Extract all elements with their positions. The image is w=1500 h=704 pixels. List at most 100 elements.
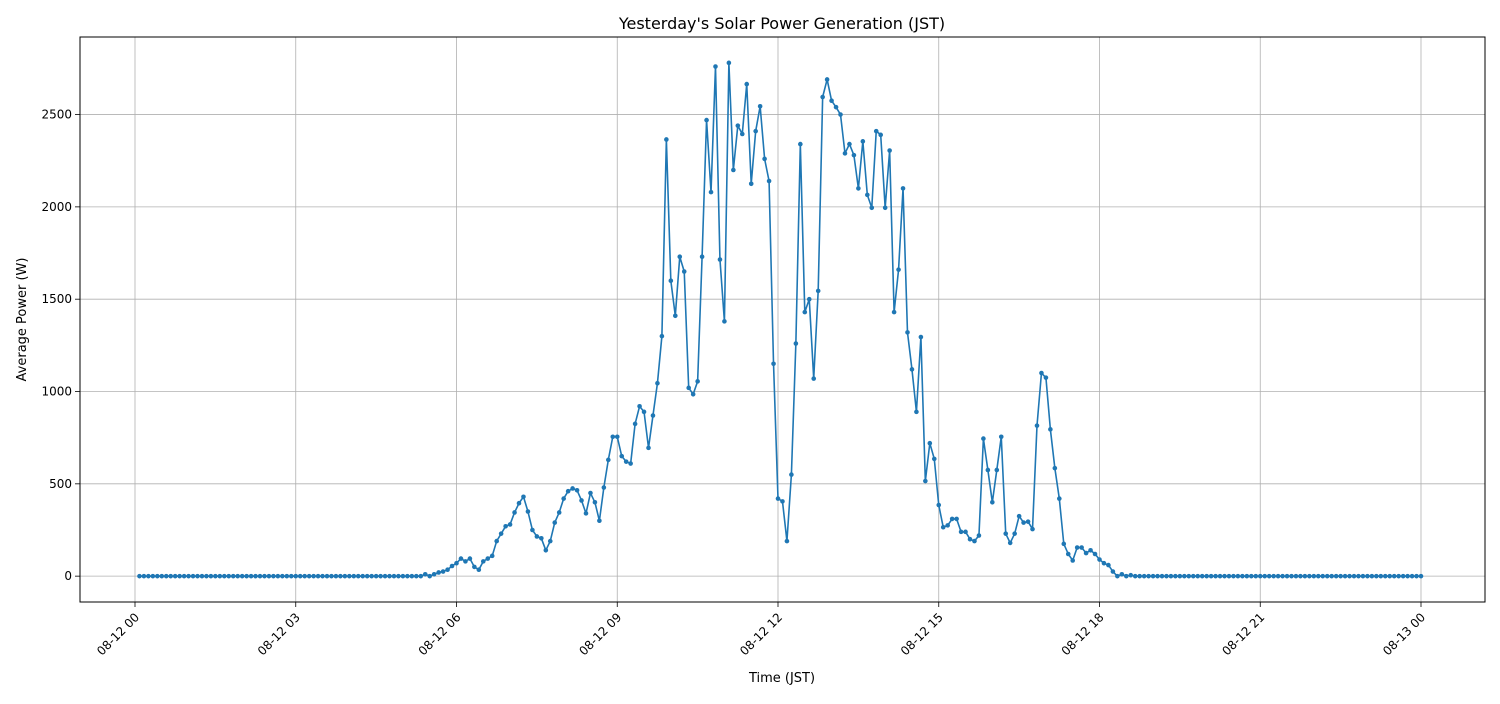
- data-point: [574, 487, 580, 493]
- data-point: [302, 573, 307, 579]
- data-point: [1007, 540, 1013, 546]
- y-axis-ticks: 0 500 1000 1500 2000 2500: [41, 108, 80, 583]
- data-point: [1106, 562, 1111, 568]
- data-point: [351, 573, 357, 579]
- data-point: [757, 103, 763, 109]
- data-point: [1030, 526, 1035, 532]
- data-point: [342, 573, 348, 579]
- data-point: [1173, 573, 1178, 579]
- data-point: [614, 434, 620, 440]
- x-tick-label: 08-13 00: [1380, 610, 1428, 658]
- data-point: [1320, 573, 1326, 579]
- data-point: [507, 522, 513, 527]
- data-point: [525, 509, 531, 514]
- data-point: [253, 573, 258, 579]
- x-tick-label: 08-12 00: [94, 610, 142, 658]
- data-point: [985, 467, 991, 473]
- data-point: [1409, 573, 1415, 579]
- data-point: [936, 502, 942, 508]
- data-point: [1208, 573, 1214, 579]
- data-point: [811, 376, 817, 381]
- data-point: [1302, 573, 1308, 579]
- data-point: [1271, 573, 1276, 579]
- data-point: [498, 531, 504, 536]
- data-point: [717, 257, 723, 262]
- data-point: [217, 573, 223, 579]
- data-point: [172, 573, 178, 579]
- data-point: [771, 361, 776, 367]
- data-point: [190, 573, 196, 579]
- data-point: [865, 192, 870, 198]
- data-point: [239, 573, 245, 579]
- data-point: [1360, 573, 1366, 579]
- x-tick-label: 08-12 15: [898, 610, 946, 658]
- data-point: [784, 538, 790, 544]
- series-line: [139, 62, 1421, 577]
- data-point: [1365, 573, 1370, 579]
- data-point: [949, 516, 955, 522]
- data-point: [1240, 573, 1245, 579]
- data-point: [981, 436, 986, 441]
- data-point: [1132, 573, 1138, 579]
- data-point: [958, 529, 964, 535]
- data-point: [793, 341, 799, 346]
- data-point: [1119, 572, 1125, 577]
- data-point: [1003, 531, 1009, 536]
- data-point: [355, 573, 361, 579]
- data-point: [1329, 573, 1334, 579]
- data-point: [704, 117, 709, 123]
- data-point: [306, 573, 312, 579]
- data-point: [1110, 569, 1116, 574]
- x-tick-label: 08-12 06: [416, 610, 464, 658]
- data-point: [588, 490, 593, 496]
- data-point: [414, 573, 419, 579]
- data-point: [1159, 573, 1165, 579]
- data-point: [382, 573, 388, 579]
- data-point: [257, 573, 263, 579]
- data-point: [409, 573, 415, 579]
- data-point: [923, 478, 928, 484]
- data-point: [731, 167, 736, 173]
- data-point: [918, 334, 924, 340]
- data-point: [195, 573, 200, 579]
- data-point: [1284, 573, 1290, 579]
- data-point: [405, 573, 410, 579]
- data-point: [610, 434, 616, 440]
- data-point: [1065, 551, 1071, 557]
- data-point: [1418, 573, 1424, 579]
- data-point: [235, 573, 240, 579]
- data-point: [1186, 573, 1192, 579]
- data-point: [655, 380, 660, 386]
- data-point: [1070, 558, 1076, 563]
- data-point: [668, 278, 674, 284]
- data-point: [467, 556, 473, 561]
- x-tick-label: 08-12 12: [737, 610, 785, 658]
- data-point: [297, 573, 303, 579]
- series-layer: [137, 60, 1424, 579]
- data-point: [1226, 573, 1232, 579]
- data-point: [396, 573, 401, 579]
- data-point: [539, 536, 544, 541]
- data-point: [1195, 573, 1201, 579]
- data-point: [628, 461, 633, 466]
- data-point: [914, 409, 919, 415]
- data-point: [789, 472, 794, 477]
- y-axis-label: Average Power (W): [15, 258, 30, 382]
- data-point: [650, 413, 656, 418]
- data-point: [1021, 520, 1026, 525]
- data-point: [798, 141, 803, 147]
- data-point: [463, 559, 468, 564]
- data-point: [1057, 496, 1062, 501]
- data-point: [1155, 573, 1160, 579]
- data-point: [387, 573, 392, 579]
- data-point: [543, 548, 549, 553]
- data-point: [1213, 573, 1218, 579]
- data-point: [597, 518, 602, 524]
- data-point: [1128, 572, 1134, 578]
- data-point: [851, 152, 857, 158]
- data-point: [753, 128, 758, 134]
- data-point: [699, 254, 705, 260]
- data-point: [646, 445, 651, 451]
- data-point: [213, 573, 218, 579]
- data-point: [677, 254, 683, 260]
